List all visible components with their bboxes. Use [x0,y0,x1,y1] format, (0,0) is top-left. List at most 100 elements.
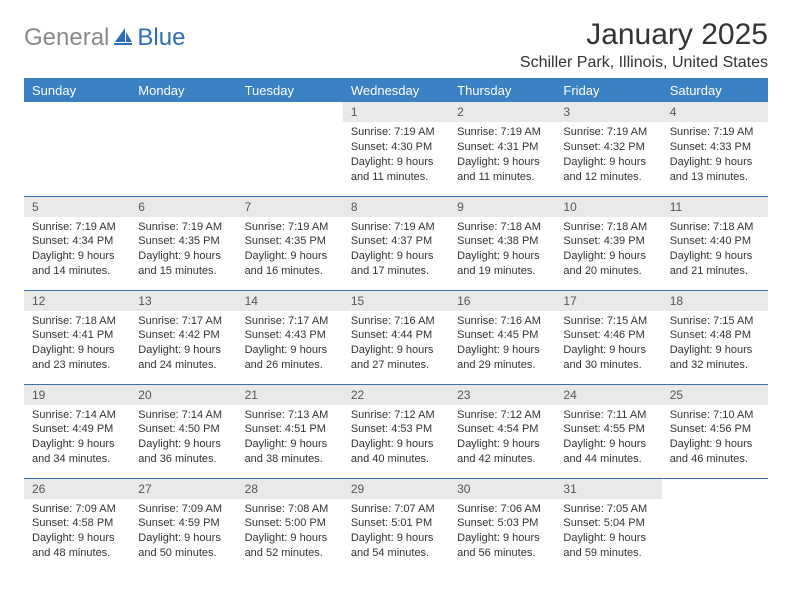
day-info: Sunrise: 7:19 AMSunset: 4:34 PMDaylight:… [24,217,130,281]
day-info-line: Sunrise: 7:19 AM [670,125,760,140]
calendar-day-cell: 3Sunrise: 7:19 AMSunset: 4:32 PMDaylight… [555,102,661,196]
day-number: 31 [555,479,661,499]
day-number [662,479,768,499]
day-info-line: Daylight: 9 hours [351,437,441,452]
calendar-week-row: 1Sunrise: 7:19 AMSunset: 4:30 PMDaylight… [24,102,768,196]
day-info-line: Sunrise: 7:15 AM [563,314,653,329]
day-info: Sunrise: 7:07 AMSunset: 5:01 PMDaylight:… [343,499,449,563]
day-info: Sunrise: 7:19 AMSunset: 4:35 PMDaylight:… [130,217,236,281]
day-number: 16 [449,291,555,311]
day-info-line: and 48 minutes. [32,546,122,561]
day-info-line: Sunrise: 7:19 AM [138,220,228,235]
day-info-line: Daylight: 9 hours [563,437,653,452]
day-info: Sunrise: 7:12 AMSunset: 4:53 PMDaylight:… [343,405,449,469]
day-info: Sunrise: 7:13 AMSunset: 4:51 PMDaylight:… [237,405,343,469]
calendar-week-row: 19Sunrise: 7:14 AMSunset: 4:49 PMDayligh… [24,384,768,478]
day-info: Sunrise: 7:16 AMSunset: 4:45 PMDaylight:… [449,311,555,375]
day-info-line: Daylight: 9 hours [563,249,653,264]
day-info-line: Daylight: 9 hours [351,249,441,264]
weekday-header: Wednesday [343,78,449,102]
day-info-line: Sunset: 4:44 PM [351,328,441,343]
brand-sail-icon [112,26,134,51]
day-info-line: Sunset: 4:43 PM [245,328,335,343]
day-info-line: and 32 minutes. [670,358,760,373]
day-number: 2 [449,102,555,122]
day-info-line: Sunset: 4:34 PM [32,234,122,249]
day-number: 21 [237,385,343,405]
calendar-day-cell: 28Sunrise: 7:08 AMSunset: 5:00 PMDayligh… [237,478,343,572]
day-info-line: Sunset: 4:54 PM [457,422,547,437]
calendar-day-cell: 24Sunrise: 7:11 AMSunset: 4:55 PMDayligh… [555,384,661,478]
day-info-line: and 19 minutes. [457,264,547,279]
day-info: Sunrise: 7:19 AMSunset: 4:32 PMDaylight:… [555,122,661,186]
day-info-line: and 42 minutes. [457,452,547,467]
day-info-line: and 27 minutes. [351,358,441,373]
day-number: 17 [555,291,661,311]
calendar-day-cell: 31Sunrise: 7:05 AMSunset: 5:04 PMDayligh… [555,478,661,572]
day-info-line: Daylight: 9 hours [138,249,228,264]
day-number: 18 [662,291,768,311]
day-info-line: and 23 minutes. [32,358,122,373]
day-info-line: Sunrise: 7:19 AM [32,220,122,235]
day-info: Sunrise: 7:18 AMSunset: 4:41 PMDaylight:… [24,311,130,375]
weekday-header: Friday [555,78,661,102]
day-info: Sunrise: 7:14 AMSunset: 4:50 PMDaylight:… [130,405,236,469]
day-info-line: Daylight: 9 hours [670,437,760,452]
day-info-line: Daylight: 9 hours [32,343,122,358]
calendar-day-cell: 27Sunrise: 7:09 AMSunset: 4:59 PMDayligh… [130,478,236,572]
day-number: 5 [24,197,130,217]
day-info-line: Sunrise: 7:08 AM [245,502,335,517]
day-info-line: and 52 minutes. [245,546,335,561]
day-info-line: Daylight: 9 hours [670,249,760,264]
day-info: Sunrise: 7:18 AMSunset: 4:40 PMDaylight:… [662,217,768,281]
day-info: Sunrise: 7:17 AMSunset: 4:42 PMDaylight:… [130,311,236,375]
day-info-line: Daylight: 9 hours [351,155,441,170]
day-info: Sunrise: 7:11 AMSunset: 4:55 PMDaylight:… [555,405,661,469]
day-info-line: Daylight: 9 hours [138,343,228,358]
day-number: 6 [130,197,236,217]
day-info: Sunrise: 7:18 AMSunset: 4:39 PMDaylight:… [555,217,661,281]
day-number: 12 [24,291,130,311]
day-info-line: Sunrise: 7:14 AM [138,408,228,423]
day-info-line: Daylight: 9 hours [457,343,547,358]
day-info-line: Sunset: 4:42 PM [138,328,228,343]
day-info: Sunrise: 7:18 AMSunset: 4:38 PMDaylight:… [449,217,555,281]
calendar-day-cell: 11Sunrise: 7:18 AMSunset: 4:40 PMDayligh… [662,196,768,290]
day-info-line: Daylight: 9 hours [245,531,335,546]
day-info-line: Sunset: 5:00 PM [245,516,335,531]
day-info-line: Sunrise: 7:11 AM [563,408,653,423]
day-info-line: Daylight: 9 hours [457,155,547,170]
day-info-line: Sunrise: 7:18 AM [32,314,122,329]
day-info-line: Sunset: 4:59 PM [138,516,228,531]
day-info-line: Sunrise: 7:14 AM [32,408,122,423]
day-info-line: Sunrise: 7:09 AM [32,502,122,517]
calendar-header-row: SundayMondayTuesdayWednesdayThursdayFrid… [24,78,768,102]
day-info: Sunrise: 7:19 AMSunset: 4:31 PMDaylight:… [449,122,555,186]
day-info-line: Daylight: 9 hours [245,437,335,452]
day-info: Sunrise: 7:10 AMSunset: 4:56 PMDaylight:… [662,405,768,469]
day-info-line: Sunset: 4:32 PM [563,140,653,155]
calendar-day-cell [24,102,130,196]
day-number: 29 [343,479,449,499]
day-number: 23 [449,385,555,405]
calendar-body: 1Sunrise: 7:19 AMSunset: 4:30 PMDaylight… [24,102,768,572]
day-info: Sunrise: 7:15 AMSunset: 4:46 PMDaylight:… [555,311,661,375]
calendar-day-cell: 17Sunrise: 7:15 AMSunset: 4:46 PMDayligh… [555,290,661,384]
day-info-line: Sunrise: 7:05 AM [563,502,653,517]
day-info-line: Sunset: 5:01 PM [351,516,441,531]
day-info-line: Sunset: 4:31 PM [457,140,547,155]
calendar-day-cell [237,102,343,196]
day-info: Sunrise: 7:17 AMSunset: 4:43 PMDaylight:… [237,311,343,375]
calendar-day-cell: 19Sunrise: 7:14 AMSunset: 4:49 PMDayligh… [24,384,130,478]
day-info-line: and 40 minutes. [351,452,441,467]
day-info-line: and 15 minutes. [138,264,228,279]
calendar-day-cell: 9Sunrise: 7:18 AMSunset: 4:38 PMDaylight… [449,196,555,290]
page-header: General Blue January 2025 Schiller Park,… [24,18,768,72]
day-info-line: Sunset: 4:41 PM [32,328,122,343]
day-info-line: and 56 minutes. [457,546,547,561]
day-info-line: Sunset: 4:50 PM [138,422,228,437]
day-number: 10 [555,197,661,217]
day-info-line: Sunrise: 7:15 AM [670,314,760,329]
day-info-line: Sunset: 4:30 PM [351,140,441,155]
calendar-day-cell [662,478,768,572]
